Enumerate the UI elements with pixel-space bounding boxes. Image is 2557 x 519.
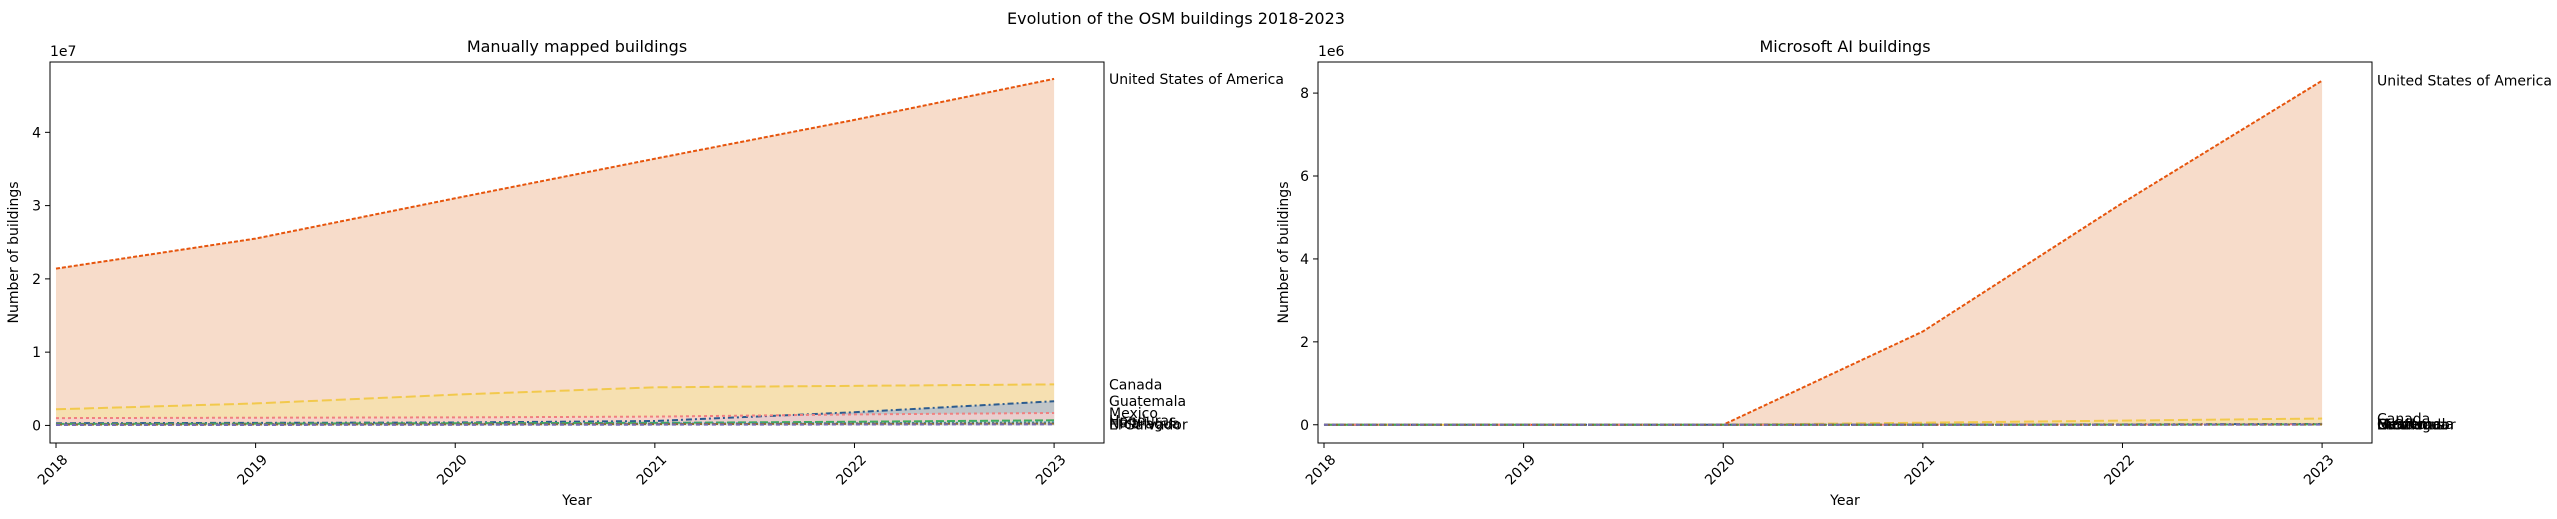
line-mexico: [55, 411, 1055, 420]
y-offset-label: 1e6: [1318, 44, 1345, 60]
y-tick-label: 0: [1300, 418, 1309, 434]
axes-frame: [49, 61, 1105, 444]
line-canada: [55, 383, 1055, 411]
y-axis-label: Number of buildings: [1276, 181, 1292, 323]
y-tick-label: 0: [32, 418, 41, 434]
line-canada: [1323, 417, 2323, 426]
x-axis-label: Year: [561, 493, 592, 509]
series-end-label: United States of America: [1109, 72, 1284, 88]
series-end-label: Mexico: [1109, 406, 1158, 422]
y-tick-label: 6: [1300, 169, 1309, 185]
series-end-label: Nicaragua: [1109, 417, 1180, 433]
series-end-label: Guatemala: [2377, 417, 2454, 433]
y-tick-label: 2: [32, 272, 41, 288]
line-united-states-of-america: [55, 77, 1055, 270]
series-end-label: Guatemala: [1109, 394, 1186, 410]
chart-panel-microsoft-ai: United States of AmericaCanadaGuatemalaM…: [1276, 37, 2552, 509]
series-end-label: Canada: [2377, 412, 2430, 428]
area-united-states-of-america: [1323, 80, 2323, 425]
y-tick-label: 1: [32, 345, 41, 361]
axes-frame: [1317, 61, 2373, 444]
chart-panel-manual: United States of AmericaCanadaGuatemalaM…: [6, 37, 1284, 509]
chart-title: Manually mapped buildings: [467, 37, 687, 56]
area-canada: [1323, 418, 2323, 425]
series-end-label: United States of America: [2377, 74, 2552, 90]
series-end-label: Honduras: [1109, 413, 1176, 429]
series-end-label: El Salvador: [1109, 417, 1188, 433]
series-end-label: Haiti: [1109, 415, 1141, 431]
y-offset-label: 1e7: [50, 44, 76, 60]
line-united-states-of-america: [1323, 79, 2323, 426]
y-tick-label: 8: [1300, 86, 1309, 102]
chart-title: Microsoft AI buildings: [1759, 37, 1930, 56]
x-axis-label: Year: [1829, 493, 1860, 509]
y-tick-label: 3: [32, 199, 41, 215]
line-honduras: [55, 419, 1055, 425]
series-end-label: Nicaragua: [2377, 418, 2448, 434]
y-tick-label: 2: [1300, 335, 1309, 351]
series-end-label: Mexico: [2377, 417, 2426, 433]
y-axis-label: Number of buildings: [6, 181, 22, 323]
series-end-label: Honduras: [2377, 417, 2444, 433]
figure-title: Evolution of the OSM buildings 2018-2023: [1007, 9, 1345, 28]
line-guatemala: [55, 400, 1055, 425]
line-el-salvador: [55, 423, 1055, 427]
y-tick-label: 4: [32, 125, 41, 141]
y-tick-label: 4: [1300, 252, 1309, 268]
series-end-label: Canada: [1109, 377, 1162, 393]
series-end-label: Haiti: [2377, 417, 2409, 433]
series-end-label: El Salvador: [2377, 418, 2456, 434]
area-united-states-of-america: [55, 78, 1055, 426]
